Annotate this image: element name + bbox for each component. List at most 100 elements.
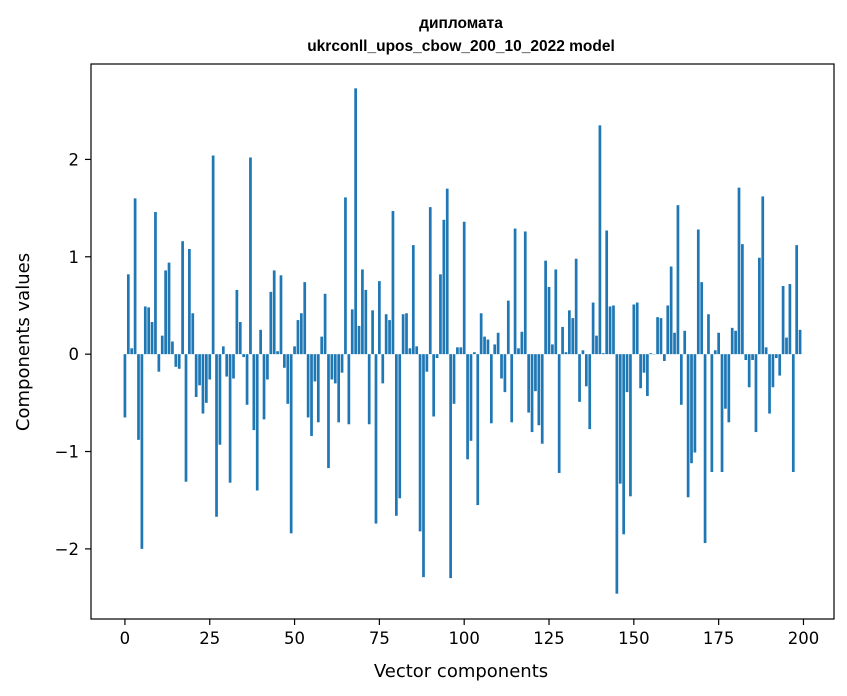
bar-33 — [235, 289, 239, 355]
bar-194 — [781, 286, 785, 355]
x-tick-label: 25 — [199, 629, 220, 648]
bar-185 — [751, 354, 754, 360]
bar-190 — [768, 354, 771, 414]
bar-15 — [174, 354, 178, 367]
bar-20 — [191, 313, 195, 355]
bar-23 — [201, 354, 205, 414]
y-tick-label: −1 — [55, 443, 79, 462]
bar-187 — [758, 257, 761, 355]
bar-148 — [625, 354, 629, 393]
bar-93 — [439, 274, 442, 355]
bar-175 — [717, 332, 720, 355]
bar-42 — [266, 354, 269, 380]
bar-161 — [669, 266, 673, 355]
bar-48 — [286, 354, 290, 404]
bar-63 — [337, 354, 341, 423]
bar-199 — [798, 329, 802, 355]
bar-192 — [774, 354, 778, 359]
bar-99 — [459, 347, 463, 355]
bar-24 — [204, 354, 208, 403]
bar-45 — [276, 351, 279, 355]
bar-108 — [489, 354, 493, 424]
bar-126 — [551, 344, 554, 355]
bar-51 — [296, 320, 300, 355]
bar-164 — [679, 354, 683, 405]
bar-8 — [150, 322, 154, 355]
bar-81 — [398, 354, 402, 499]
bar-62 — [333, 354, 337, 384]
bar-49 — [289, 354, 293, 534]
bar-58 — [320, 336, 324, 355]
bar-163 — [676, 205, 680, 355]
y-tick-label: 2 — [69, 150, 80, 169]
bar-165 — [683, 330, 687, 355]
bar-98 — [456, 347, 459, 355]
bar-150 — [632, 304, 636, 355]
bar-193 — [778, 354, 782, 376]
bar-40 — [259, 329, 262, 355]
x-axis-label: Vector components — [374, 661, 548, 682]
plot-area-frame — [90, 63, 835, 620]
bar-177 — [724, 354, 727, 409]
bar-131 — [568, 310, 571, 355]
bar-22 — [198, 354, 201, 386]
y-tick-label: 1 — [69, 248, 80, 267]
bar-104 — [476, 354, 480, 506]
bar-1 — [126, 274, 130, 355]
bar-128 — [557, 354, 561, 473]
x-tick-label: 0 — [120, 629, 131, 648]
x-tick-label: 50 — [284, 629, 305, 648]
bar-198 — [795, 245, 799, 355]
bar-139 — [595, 335, 598, 355]
bar-135 — [581, 350, 585, 355]
bar-57 — [316, 354, 320, 423]
bar-197 — [791, 354, 795, 472]
bar-123 — [540, 354, 544, 444]
bar-74 — [374, 354, 378, 524]
bar-142 — [605, 230, 609, 355]
bar-70 — [361, 269, 364, 355]
bar-140 — [598, 125, 602, 355]
bar-76 — [381, 354, 385, 384]
bar-54 — [306, 354, 310, 418]
x-axis-ticks: 0 25 50 75 100 125 150 175 200 — [120, 619, 819, 648]
bar-152 — [639, 354, 642, 389]
bar-173 — [710, 354, 714, 472]
bar-147 — [622, 354, 626, 535]
bar-52 — [299, 313, 303, 355]
bar-184 — [747, 354, 751, 388]
bar-79 — [391, 211, 395, 355]
bar-11 — [160, 335, 164, 355]
bar-30 — [225, 354, 229, 377]
bar-91 — [432, 354, 436, 417]
bar-60 — [327, 354, 330, 469]
bar-0 — [123, 354, 127, 418]
bar-29 — [221, 346, 225, 355]
bar-27 — [215, 354, 218, 517]
bar-44 — [272, 270, 276, 355]
bar-155 — [649, 353, 653, 355]
bar-83 — [405, 313, 408, 355]
x-tick-label: 150 — [618, 629, 650, 648]
bar-59 — [323, 293, 327, 355]
bar-102 — [469, 354, 473, 441]
bar-132 — [571, 318, 575, 355]
bar-50 — [293, 346, 296, 355]
bar-188 — [761, 196, 765, 355]
y-tick-label: −2 — [55, 540, 79, 559]
bar-127 — [554, 269, 558, 355]
bar-39 — [255, 354, 259, 491]
bar-25 — [208, 354, 212, 380]
bar-31 — [228, 354, 232, 483]
bar-77 — [384, 314, 388, 355]
bar-115 — [513, 228, 517, 355]
bar-17 — [181, 241, 184, 355]
bar-180 — [734, 330, 737, 355]
bar-87 — [418, 354, 422, 532]
bar-37 — [249, 157, 252, 355]
bar-181 — [737, 187, 741, 355]
bar-158 — [659, 318, 663, 355]
bar-124 — [544, 260, 547, 355]
bar-5 — [140, 354, 144, 549]
